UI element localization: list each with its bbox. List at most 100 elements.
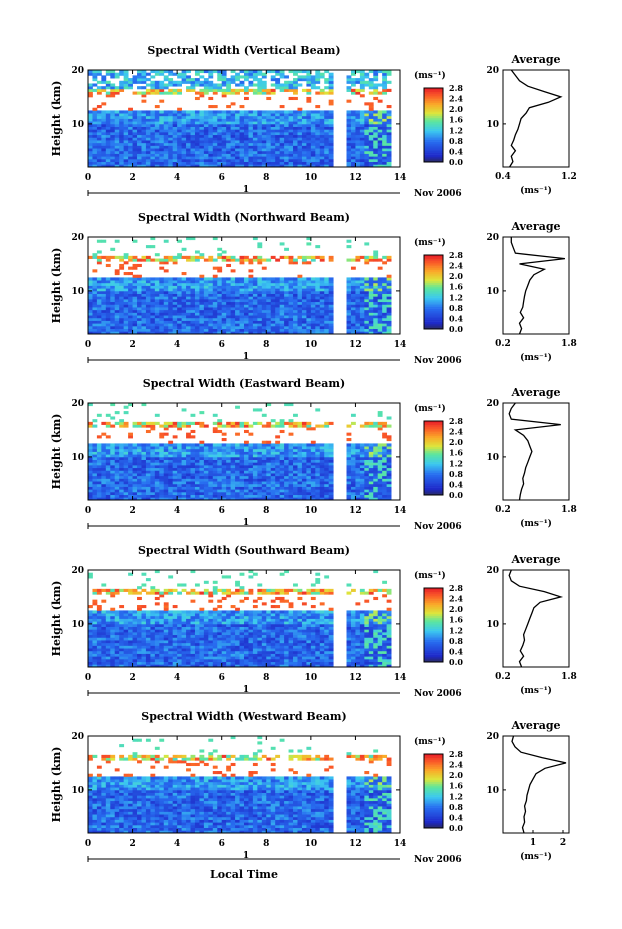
profile-y-tick: 20 bbox=[486, 66, 499, 76]
profile-x-tick: 0.2 bbox=[495, 339, 511, 349]
x-tick-label: 4 bbox=[174, 839, 180, 849]
profile-y-tick: 20 bbox=[486, 233, 499, 243]
average-profile: Average 10 20 0.2 1.8 (ms⁻¹) bbox=[486, 553, 576, 696]
day-label: 1 bbox=[243, 851, 249, 861]
profile-unit: (ms⁻¹) bbox=[520, 685, 552, 696]
x-tick-label: 8 bbox=[263, 839, 269, 849]
colorbar-unit: (ms⁻¹) bbox=[414, 736, 446, 747]
average-title: Average bbox=[510, 553, 560, 566]
date-label: Nov 2006 bbox=[414, 189, 462, 199]
panel-title: Spectral Width (Westward Beam) bbox=[141, 710, 346, 723]
day-label: 1 bbox=[243, 685, 249, 695]
x-tick-label: 14 bbox=[394, 506, 407, 516]
colorbar-tick: 2.4 bbox=[449, 427, 463, 437]
x-tick-label: 4 bbox=[174, 506, 180, 516]
colorbar-tick: 0.0 bbox=[449, 157, 463, 167]
colorbar-tick: 1.6 bbox=[449, 115, 463, 125]
panel-3: Spectral Width (Eastward Beam) 0 2 4 6 8 10 12 1… bbox=[50, 377, 577, 532]
heatmap-cells bbox=[88, 70, 392, 168]
colorbar-tick: 1.6 bbox=[449, 781, 463, 791]
x-tick-label: 6 bbox=[219, 173, 225, 183]
colorbar-tick: 2.8 bbox=[449, 583, 463, 593]
profile-unit: (ms⁻¹) bbox=[520, 352, 552, 363]
x-tick-label: 10 bbox=[305, 839, 318, 849]
date-label: Nov 2006 bbox=[414, 855, 462, 865]
y-tick-label: 20 bbox=[71, 233, 84, 243]
colorbar-tick: 2.8 bbox=[449, 250, 463, 260]
x-tick-label: 0 bbox=[85, 340, 91, 350]
colorbar-tick: 1.2 bbox=[449, 791, 463, 801]
panel-title: Spectral Width (Eastward Beam) bbox=[143, 377, 345, 390]
heatmap-frame bbox=[87, 569, 401, 668]
colorbar-tick: 0.0 bbox=[449, 823, 463, 833]
heatmap-frame bbox=[87, 735, 401, 834]
heatmap-frame bbox=[87, 69, 401, 168]
colorbar-tick: 0.4 bbox=[449, 646, 463, 656]
profile-y-tick: 20 bbox=[486, 732, 499, 742]
colorbar-tick: 1.2 bbox=[449, 125, 463, 135]
colorbar-tick: 2.4 bbox=[449, 261, 463, 271]
colorbar-tick: 1.2 bbox=[449, 458, 463, 468]
average-title: Average bbox=[510, 220, 560, 233]
x-axis-label: Local Time bbox=[210, 868, 278, 881]
colorbar bbox=[423, 753, 444, 829]
colorbar-tick: 2.0 bbox=[449, 604, 463, 614]
average-profile: Average 10 20 0.4 1.2 (ms⁻¹) bbox=[486, 53, 576, 196]
x-tick-label: 4 bbox=[174, 673, 180, 683]
profile-x-tick: 1.8 bbox=[561, 339, 577, 349]
y-axis-label: Height (km) bbox=[50, 81, 63, 157]
colorbar-unit: (ms⁻¹) bbox=[414, 237, 446, 248]
x-tick-label: 2 bbox=[129, 673, 135, 683]
heatmap-cells bbox=[88, 403, 392, 501]
x-tick-label: 14 bbox=[394, 173, 407, 183]
x-tick-label: 8 bbox=[263, 340, 269, 350]
x-tick-label: 8 bbox=[263, 673, 269, 683]
x-tick-label: 4 bbox=[174, 173, 180, 183]
x-tick-label: 0 bbox=[85, 506, 91, 516]
x-tick-label: 8 bbox=[263, 173, 269, 183]
profile-unit: (ms⁻¹) bbox=[520, 851, 552, 862]
colorbar-tick: 0.8 bbox=[449, 303, 463, 313]
colorbar-unit: (ms⁻¹) bbox=[414, 70, 446, 81]
profile-unit: (ms⁻¹) bbox=[520, 518, 552, 529]
panel-title: Spectral Width (Southward Beam) bbox=[138, 544, 350, 557]
profile-y-tick: 20 bbox=[486, 566, 499, 576]
y-tick-label: 10 bbox=[71, 786, 84, 796]
colorbar bbox=[423, 420, 444, 496]
colorbar-unit: (ms⁻¹) bbox=[414, 570, 446, 581]
profile-x-tick: 1.8 bbox=[561, 672, 577, 682]
x-tick-label: 6 bbox=[219, 839, 225, 849]
x-tick-label: 12 bbox=[349, 673, 362, 683]
colorbar-tick: 0.8 bbox=[449, 802, 463, 812]
x-tick-label: 4 bbox=[174, 340, 180, 350]
profile-x-tick: 1 bbox=[530, 838, 536, 848]
x-tick-label: 0 bbox=[85, 173, 91, 183]
heatmap-cells bbox=[88, 237, 392, 335]
colorbar-tick: 1.6 bbox=[449, 615, 463, 625]
x-tick-label: 12 bbox=[349, 340, 362, 350]
colorbar bbox=[423, 87, 444, 163]
y-tick-label: 10 bbox=[71, 453, 84, 463]
profile-y-tick: 10 bbox=[486, 453, 499, 463]
x-tick-label: 14 bbox=[394, 340, 407, 350]
date-label: Nov 2006 bbox=[414, 689, 462, 699]
x-tick-label: 8 bbox=[263, 506, 269, 516]
heatmap-frame bbox=[87, 402, 401, 501]
colorbar-tick: 2.4 bbox=[449, 760, 463, 770]
profile-line bbox=[509, 69, 563, 168]
day-label: 1 bbox=[243, 518, 249, 528]
colorbar-tick: 2.8 bbox=[449, 416, 463, 426]
colorbar-tick: 0.0 bbox=[449, 490, 463, 500]
profile-y-tick: 10 bbox=[486, 287, 499, 297]
y-tick-label: 20 bbox=[71, 399, 84, 409]
y-tick-label: 10 bbox=[71, 620, 84, 630]
x-tick-label: 6 bbox=[219, 340, 225, 350]
profile-y-tick: 10 bbox=[486, 620, 499, 630]
y-tick-label: 10 bbox=[71, 287, 84, 297]
x-tick-label: 10 bbox=[305, 340, 318, 350]
x-tick-label: 10 bbox=[305, 673, 318, 683]
colorbar-tick: 1.6 bbox=[449, 282, 463, 292]
colorbar-tick: 0.4 bbox=[449, 313, 463, 323]
y-tick-label: 20 bbox=[71, 566, 84, 576]
profile-line bbox=[511, 735, 567, 834]
